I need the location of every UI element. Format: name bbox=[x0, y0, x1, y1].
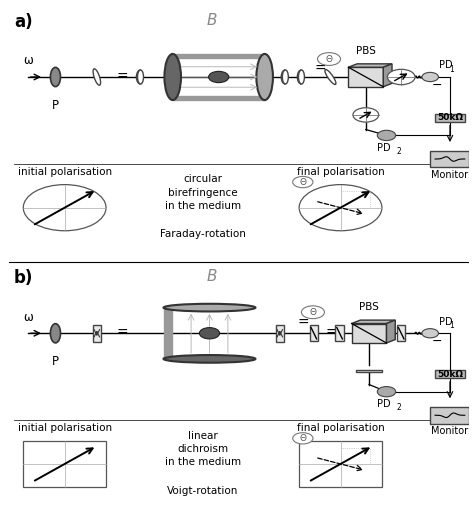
Polygon shape bbox=[336, 325, 344, 341]
Circle shape bbox=[209, 71, 229, 83]
Text: Θ: Θ bbox=[310, 308, 317, 317]
Text: linear
dichroism
in the medium: linear dichroism in the medium bbox=[164, 430, 241, 467]
Text: ω: ω bbox=[23, 54, 33, 67]
Text: PBS: PBS bbox=[359, 302, 379, 312]
Text: circular
birefringence
in the medium: circular birefringence in the medium bbox=[164, 174, 241, 211]
Polygon shape bbox=[356, 370, 382, 372]
Polygon shape bbox=[348, 67, 383, 87]
Text: =: = bbox=[116, 70, 128, 84]
Polygon shape bbox=[348, 64, 392, 67]
Text: ω: ω bbox=[23, 311, 33, 324]
Text: PD: PD bbox=[439, 61, 453, 71]
Text: b): b) bbox=[14, 269, 34, 287]
Polygon shape bbox=[276, 325, 284, 342]
Circle shape bbox=[23, 185, 106, 231]
FancyBboxPatch shape bbox=[435, 370, 465, 378]
Circle shape bbox=[422, 72, 438, 82]
Circle shape bbox=[353, 108, 379, 122]
Ellipse shape bbox=[93, 69, 100, 85]
Text: PD: PD bbox=[439, 317, 453, 327]
Text: Faraday-rotation: Faraday-rotation bbox=[160, 230, 246, 240]
Polygon shape bbox=[352, 320, 395, 324]
Circle shape bbox=[318, 53, 340, 65]
Text: =: = bbox=[326, 326, 337, 340]
Text: Monitor: Monitor bbox=[431, 170, 468, 180]
Polygon shape bbox=[386, 320, 395, 343]
Text: 50kΩ: 50kΩ bbox=[437, 113, 463, 122]
Text: P: P bbox=[52, 355, 59, 368]
Text: B: B bbox=[207, 269, 217, 284]
Text: initial polarisation: initial polarisation bbox=[18, 423, 112, 433]
Text: Θ: Θ bbox=[299, 434, 306, 443]
Text: Voigt-rotation: Voigt-rotation bbox=[167, 486, 238, 496]
Circle shape bbox=[293, 433, 313, 444]
FancyBboxPatch shape bbox=[435, 114, 465, 122]
Text: −: − bbox=[432, 335, 442, 348]
Polygon shape bbox=[310, 325, 318, 341]
Ellipse shape bbox=[299, 70, 304, 84]
Ellipse shape bbox=[137, 70, 144, 84]
Polygon shape bbox=[383, 64, 392, 87]
Ellipse shape bbox=[164, 54, 181, 100]
Text: Θ: Θ bbox=[299, 177, 306, 187]
Ellipse shape bbox=[164, 304, 255, 312]
Text: initial polarisation: initial polarisation bbox=[18, 167, 112, 177]
FancyBboxPatch shape bbox=[430, 151, 469, 167]
Text: Monitor: Monitor bbox=[431, 426, 468, 436]
Ellipse shape bbox=[50, 67, 61, 87]
Ellipse shape bbox=[164, 355, 255, 363]
Text: 2: 2 bbox=[397, 147, 401, 156]
Text: =: = bbox=[314, 62, 326, 76]
Polygon shape bbox=[397, 325, 405, 341]
Text: final polarisation: final polarisation bbox=[297, 167, 384, 177]
Text: 50kΩ: 50kΩ bbox=[437, 370, 463, 379]
Polygon shape bbox=[93, 325, 101, 342]
Text: =: = bbox=[116, 326, 128, 340]
Text: 1: 1 bbox=[449, 321, 454, 330]
FancyBboxPatch shape bbox=[430, 407, 469, 424]
Circle shape bbox=[377, 130, 396, 141]
Circle shape bbox=[387, 70, 415, 85]
Circle shape bbox=[422, 328, 438, 338]
Text: PD: PD bbox=[377, 143, 391, 153]
Text: 2: 2 bbox=[397, 403, 401, 412]
Polygon shape bbox=[23, 441, 106, 487]
Circle shape bbox=[200, 327, 219, 339]
Text: PBS: PBS bbox=[356, 46, 376, 56]
Ellipse shape bbox=[283, 70, 288, 84]
Circle shape bbox=[301, 306, 324, 319]
Circle shape bbox=[299, 185, 382, 231]
Ellipse shape bbox=[50, 324, 61, 343]
Ellipse shape bbox=[256, 54, 273, 100]
Text: final polarisation: final polarisation bbox=[297, 423, 384, 433]
Text: B: B bbox=[207, 13, 217, 28]
Text: 1: 1 bbox=[449, 65, 454, 74]
Text: PD: PD bbox=[377, 400, 391, 410]
Circle shape bbox=[293, 176, 313, 188]
Text: a): a) bbox=[14, 13, 33, 31]
Text: P: P bbox=[52, 99, 59, 112]
Polygon shape bbox=[352, 324, 386, 343]
Text: =: = bbox=[297, 316, 309, 330]
Ellipse shape bbox=[325, 70, 336, 85]
Text: Θ: Θ bbox=[326, 54, 333, 64]
Circle shape bbox=[377, 386, 396, 397]
Text: −: − bbox=[432, 78, 442, 92]
Polygon shape bbox=[299, 441, 382, 487]
